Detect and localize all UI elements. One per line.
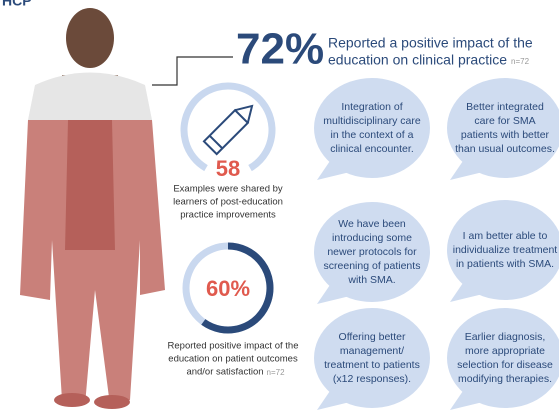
pencil-icon [204,100,258,154]
examples-text: Examples were shared by learners of post-… [173,184,283,221]
header-title: HCP [2,0,32,9]
examples-value: 58 [216,156,240,181]
quote-line: patients with better [461,129,550,141]
n-label: n=72 [511,57,530,66]
quote-line: screening of patients [324,260,421,272]
quote-line: (x12 responses). [333,373,411,385]
quote-line: We have been [338,218,406,230]
infographic: HCP 72% Reported a positive impact of th… [0,0,559,412]
quote-line: introducing some [332,232,412,244]
quote-line: newer protocols for [327,246,417,258]
quote-line: in patients with SMA. [456,258,554,270]
quote-line: Offering better [339,331,406,343]
quote-line: in the context of a [331,129,414,141]
outcomes-text: Reported positive impact of the education… [168,341,299,378]
headline-line: Reported a positive impact of the [328,35,533,51]
quote-line: I am better able to [463,230,548,242]
quote-line: management/ [340,345,404,357]
outcomes-line: and/or satisfaction [186,367,263,378]
quote-line: more appropriate [465,345,545,357]
quote-line: modifying therapies. [458,373,552,385]
quote-line: than usual outcomes. [455,143,555,155]
headline-value: 72% [236,25,324,74]
outcomes-line: education on patient outcomes [168,354,298,365]
headline-line: education on clinical practice [328,52,507,68]
n-label: n=72 [267,368,286,377]
quote-line: clinical encounter. [330,143,413,155]
examples-line: learners of post-education [173,197,283,208]
quote-line: with SMA. [347,274,395,286]
outcomes-line: Reported positive impact of the [168,341,299,352]
quote-line: Earlier diagnosis, [465,331,546,343]
quote-line: individualize treatment [453,244,558,256]
quote-line: Integration of [341,101,402,113]
quote-line: Better integrated [466,101,544,113]
quote-line: multidisciplinary care [323,115,421,127]
quote-line: treatment to patients [324,359,420,371]
outcomes-value: 60% [206,276,250,301]
headline-text: Reported a positive impact of theeducati… [328,35,533,68]
quotes: Integration of multidisciplinary care in t… [314,78,559,410]
quote-line: care for SMA [474,115,535,127]
examples-line: Examples were shared by [173,184,283,195]
examples-line: practice improvements [180,210,276,221]
quote-line: selection for disease [457,359,553,371]
